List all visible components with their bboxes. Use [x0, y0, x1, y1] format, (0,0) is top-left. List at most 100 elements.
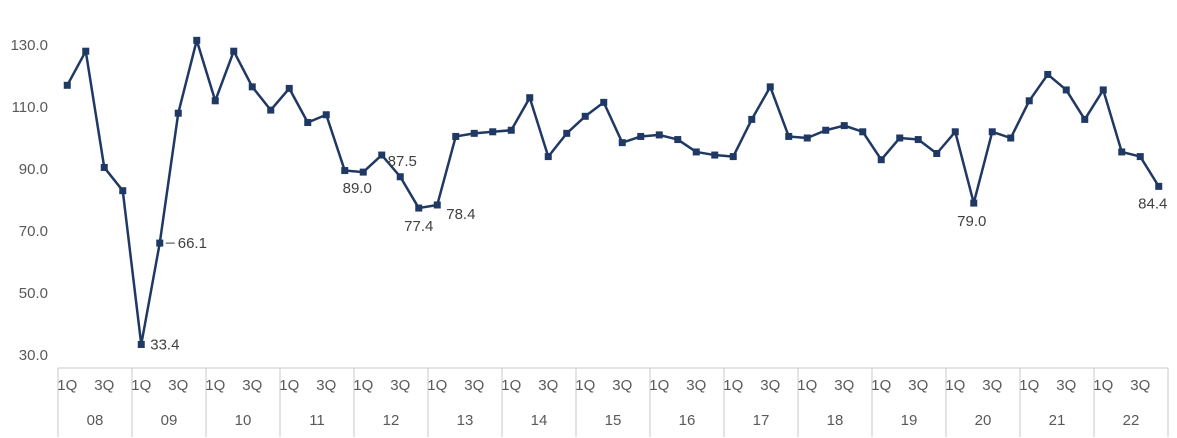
quarter-tick-label: 1Q [501, 377, 521, 394]
data-point-marker [211, 97, 219, 105]
quarter-tick-label: 1Q [131, 377, 151, 394]
year-tick-label: 10 [235, 412, 252, 429]
quarter-tick-label: 3Q [464, 377, 484, 394]
data-point-marker [1062, 86, 1070, 94]
quarter-tick-label: 3Q [834, 377, 854, 394]
data-point-marker [1081, 115, 1089, 123]
data-point-marker [304, 119, 312, 126]
data-point-marker [415, 204, 423, 212]
quarter-tick-label: 3Q [1056, 377, 1076, 394]
data-point-marker [1155, 182, 1163, 190]
data-point-marker [378, 151, 386, 159]
quarter-tick-label: 3Q [390, 377, 410, 394]
data-point-marker [433, 201, 441, 209]
data-point-marker [637, 132, 645, 140]
data-point-marker [1136, 153, 1144, 161]
year-tick-label: 22 [1123, 412, 1140, 429]
data-point-label: 84.4 [1138, 195, 1167, 212]
data-point-marker [507, 126, 515, 134]
data-point-marker [100, 163, 108, 171]
data-point-marker [859, 128, 867, 136]
year-tick-label: 12 [383, 412, 400, 429]
data-point-marker [877, 156, 885, 164]
quarter-tick-label: 3Q [94, 377, 114, 394]
data-point-marker [1007, 134, 1015, 142]
data-point-label: 79.0 [957, 213, 986, 230]
quarter-tick-label: 3Q [908, 377, 928, 394]
quarter-tick-label: 3Q [316, 377, 336, 394]
quarter-tick-label: 3Q [538, 377, 558, 394]
data-point-marker [267, 106, 275, 114]
year-tick-label: 11 [309, 412, 325, 429]
quarter-tick-label: 3Q [168, 377, 188, 394]
quarter-tick-label: 1Q [871, 377, 891, 394]
data-point-marker [655, 131, 663, 139]
data-point-marker [526, 94, 534, 102]
quarter-tick-label: 1Q [427, 377, 447, 394]
y-axis-tick-label: 50.0 [19, 285, 48, 302]
year-tick-label: 09 [161, 412, 178, 429]
data-point-marker [563, 129, 571, 137]
quarter-tick-label: 3Q [242, 377, 262, 394]
data-point-marker [748, 115, 756, 123]
data-point-marker [119, 187, 127, 195]
data-point-marker [470, 129, 478, 137]
data-point-marker [341, 167, 349, 175]
data-point-marker [951, 128, 959, 136]
quarter-tick-label: 1Q [57, 377, 77, 394]
data-point-marker [896, 134, 904, 142]
quarter-tick-label: 1Q [1093, 377, 1113, 394]
data-point-marker [766, 83, 774, 91]
y-axis-tick-label: 70.0 [19, 223, 48, 240]
quarter-tick-label: 3Q [760, 377, 780, 394]
data-point-marker [230, 47, 238, 55]
year-tick-label: 20 [975, 412, 992, 429]
data-point-label: 78.4 [446, 206, 475, 223]
data-point-label: 33.4 [150, 336, 179, 353]
quarter-tick-label: 1Q [353, 377, 373, 394]
quarter-tick-label: 3Q [612, 377, 632, 394]
data-point-marker [544, 153, 552, 161]
data-point-marker [174, 109, 182, 117]
data-point-marker [674, 136, 682, 144]
year-tick-label: 08 [87, 412, 104, 429]
data-point-marker [359, 168, 367, 176]
series-line [66, 39, 1160, 346]
data-point-marker [1118, 148, 1126, 156]
data-point-marker [489, 128, 497, 136]
data-point-label: 66.1 [178, 235, 207, 252]
year-tick-label: 17 [753, 412, 770, 429]
data-point-marker [1099, 86, 1107, 94]
data-point-marker [914, 136, 922, 144]
quarter-tick-label: 1Q [575, 377, 595, 394]
data-point-marker [82, 47, 90, 55]
data-point-marker [803, 134, 811, 142]
quarter-tick-label: 3Q [686, 377, 706, 394]
data-point-marker [988, 128, 996, 136]
y-axis-tick-label: 30.0 [19, 347, 48, 364]
data-point-marker [193, 36, 201, 44]
data-point-label: 89.0 [343, 180, 372, 197]
y-axis-tick-label: 110.0 [12, 99, 48, 116]
quarter-tick-label: 1Q [649, 377, 669, 394]
y-axis-tick-label: 90.0 [19, 161, 48, 178]
quarter-tick-label: 1Q [797, 377, 817, 394]
data-point-marker [581, 112, 589, 120]
year-tick-label: 18 [827, 412, 844, 429]
data-point-marker [452, 132, 460, 140]
quarter-tick-label: 1Q [945, 377, 965, 394]
data-point-marker [156, 239, 164, 247]
data-point-marker [137, 340, 145, 348]
quarter-tick-label: 1Q [279, 377, 299, 394]
data-point-marker [822, 126, 830, 134]
quarter-tick-label: 3Q [982, 377, 1002, 394]
year-tick-label: 14 [531, 412, 548, 429]
data-point-marker [285, 84, 293, 92]
year-tick-label: 16 [679, 412, 696, 429]
data-point-marker [729, 153, 737, 161]
data-point-marker [600, 98, 608, 106]
quarter-tick-label: 1Q [1019, 377, 1039, 394]
year-tick-label: 19 [901, 412, 918, 429]
